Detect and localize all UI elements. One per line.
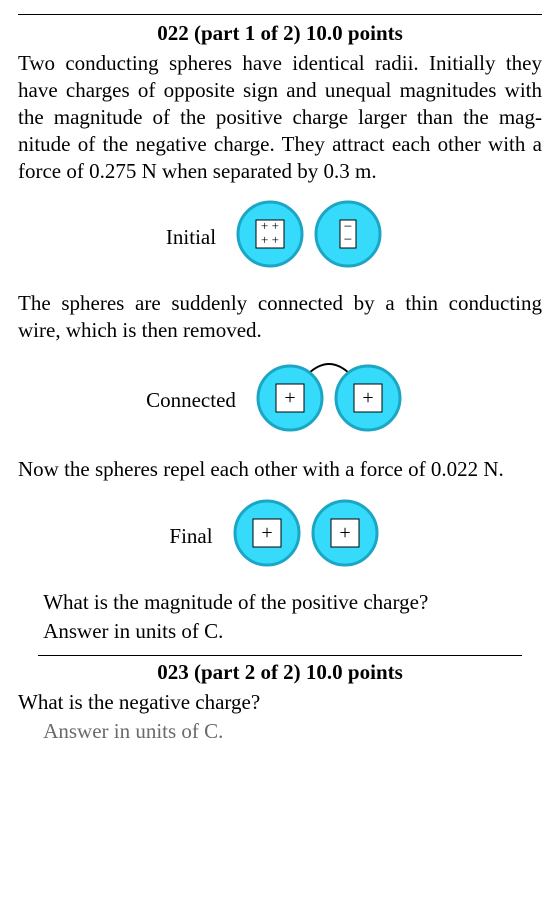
diagram-connected: Connected + + <box>18 358 542 442</box>
part2-answer-units: Answer in units of C. <box>18 718 542 745</box>
plus-left: + <box>261 522 272 544</box>
plus-right: + <box>339 522 350 544</box>
plus-left: + <box>284 387 295 409</box>
initial-label: Initial <box>166 225 216 250</box>
part1-paragraph-3: Now the spheres repel each other with a … <box>18 456 542 483</box>
plus-row1: + + <box>261 218 279 233</box>
connected-label: Connected <box>146 388 236 413</box>
initial-spheres: + + + + − − <box>234 198 394 276</box>
diagram-final: Final + + <box>18 497 542 575</box>
plus-row2: + + <box>261 232 279 247</box>
connected-spheres: + + <box>254 358 414 442</box>
diagram-initial: Initial + + + + − − <box>18 198 542 276</box>
part1-paragraph-1: Two conducting spheres have identical ra… <box>18 50 542 184</box>
part1-paragraph-2: The spheres are suddenly connected by a … <box>18 290 542 344</box>
part1-answer-units: Answer in units of C. <box>18 618 542 645</box>
final-spheres: + + <box>231 497 391 575</box>
plus-right: + <box>362 387 373 409</box>
part2-question: What is the negative charge? <box>18 689 542 716</box>
page: 022 (part 1 of 2) 10.0 points Two conduc… <box>0 0 560 769</box>
part1-question: What is the magnitude of the positive ch… <box>18 589 542 616</box>
minus2: − <box>344 232 352 248</box>
final-label: Final <box>169 524 212 549</box>
top-rule <box>18 14 542 15</box>
part2-header: 023 (part 2 of 2) 10.0 points <box>18 660 542 685</box>
mid-rule <box>38 655 522 656</box>
wire <box>308 364 350 374</box>
part1-header: 022 (part 1 of 2) 10.0 points <box>18 21 542 46</box>
